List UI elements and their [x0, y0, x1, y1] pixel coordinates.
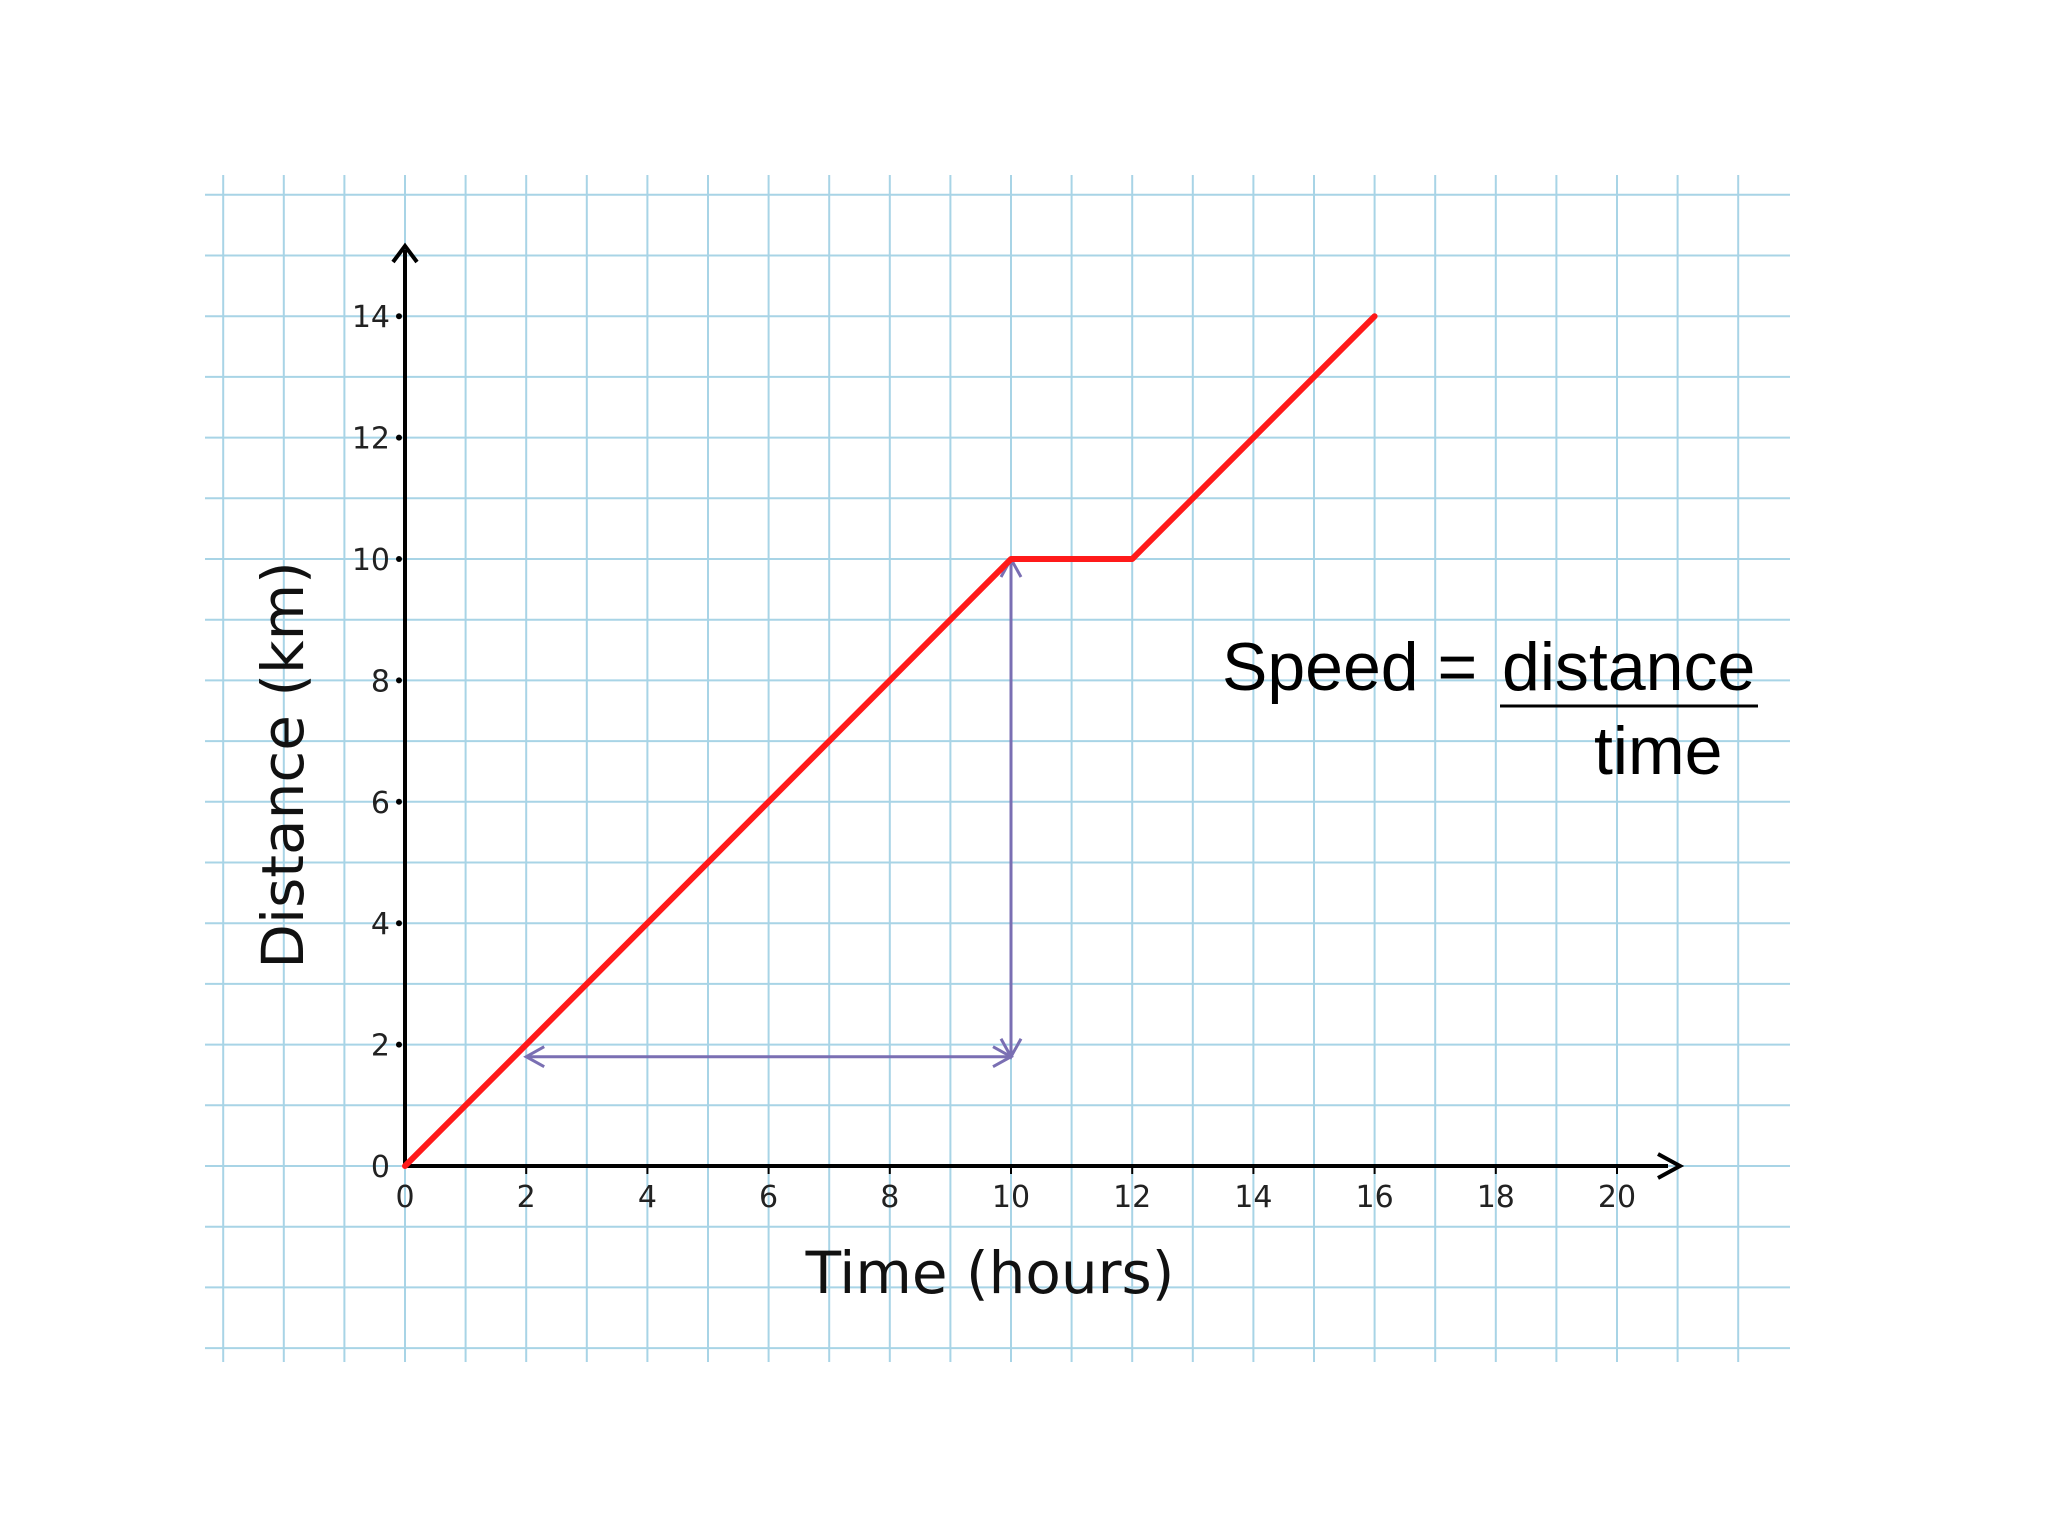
x-tick-label: 4 [638, 1180, 657, 1215]
formula-lhs: Speed = [1222, 629, 1496, 705]
y-tick-mark [396, 434, 402, 441]
y-tick-label: 4 [371, 907, 390, 942]
y-tick-label: 12 [352, 422, 390, 457]
y-tick-label: 6 [371, 786, 390, 821]
formula-denominator: time [1594, 713, 1722, 789]
measurement-arrows [523, 555, 1023, 1069]
series-line [402, 313, 1378, 1169]
axes [391, 242, 1685, 1180]
y-axis-arrowhead [391, 242, 419, 264]
formula-numerator: distance [1502, 629, 1755, 705]
x-tick-label: 16 [1356, 1180, 1394, 1215]
y-tick-label: 8 [371, 664, 390, 699]
x-axis-arrowhead [1657, 1152, 1685, 1180]
y-tick-mark [396, 920, 402, 927]
x-tick-label: 20 [1598, 1180, 1636, 1215]
x-tick-labels: 0 2 4 6 8 10 12 14 16 18 20 [395, 1180, 1636, 1215]
x-tick-label: 18 [1477, 1180, 1515, 1215]
y-tick-mark [396, 313, 402, 320]
x-tick-label: 6 [759, 1180, 778, 1215]
x-tick-label: 12 [1113, 1180, 1151, 1215]
speed-formula: Speed = distance time [1222, 629, 1758, 789]
x-tick-label: 10 [992, 1180, 1030, 1215]
y-tick-mark [396, 798, 402, 805]
y-tick-label: 0 [371, 1150, 390, 1185]
y-tick-labels: 0 2 4 6 8 10 12 14 [352, 300, 390, 1185]
horizontal-arrow-left-head [523, 1045, 545, 1069]
x-axis-title: Time (hours) [805, 1239, 1175, 1307]
y-axis-title: Distance (km) [249, 561, 317, 968]
vertical-arrow-bottom-head [999, 1038, 1023, 1060]
y-tick-mark [396, 556, 402, 562]
x-tick-label: 14 [1234, 1180, 1272, 1215]
x-tick-label: 2 [517, 1180, 536, 1215]
x-tick-label: 0 [395, 1180, 414, 1215]
y-tick-label: 2 [371, 1029, 390, 1064]
series-group [402, 313, 1378, 1169]
y-tick-mark [396, 1041, 402, 1048]
x-tick-label: 8 [880, 1180, 899, 1215]
y-tick-label: 14 [352, 300, 390, 335]
y-tick-label: 10 [352, 543, 390, 578]
y-tick-mark [396, 677, 402, 684]
